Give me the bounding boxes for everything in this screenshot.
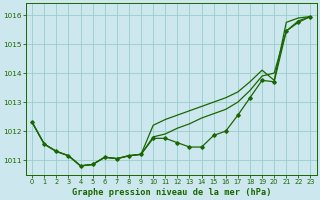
X-axis label: Graphe pression niveau de la mer (hPa): Graphe pression niveau de la mer (hPa)	[72, 188, 271, 197]
